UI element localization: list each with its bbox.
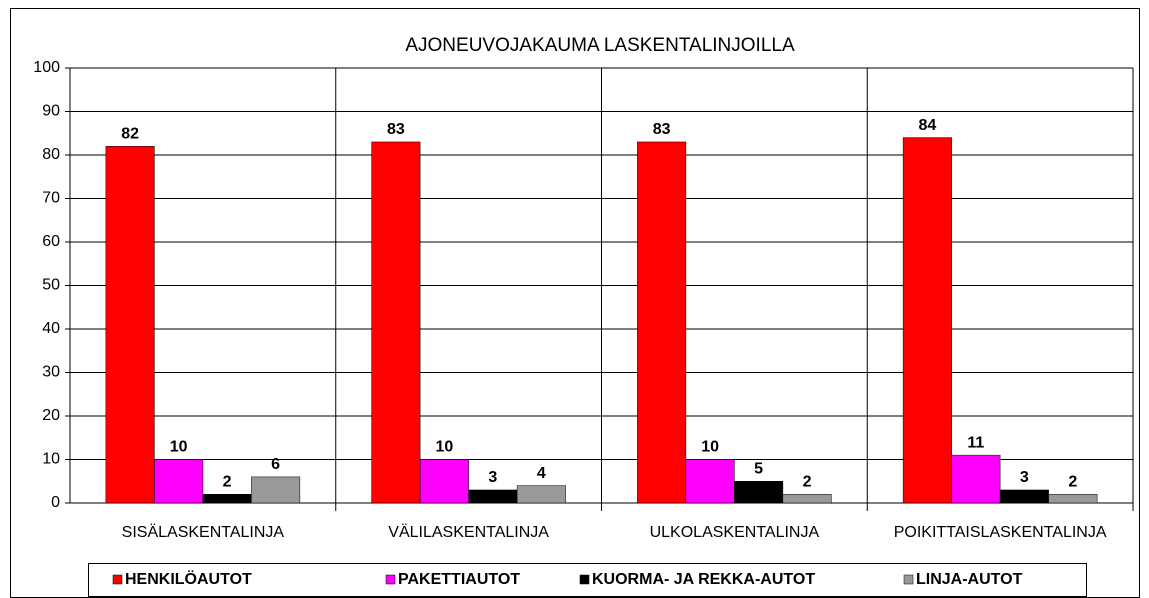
bar <box>516 485 566 504</box>
bar <box>951 454 1001 504</box>
y-tick-label: 90 <box>42 103 60 120</box>
bar <box>782 494 832 504</box>
bar <box>468 489 518 504</box>
y-tick-label: 30 <box>42 364 60 381</box>
data-label: 10 <box>170 439 188 456</box>
data-label: 3 <box>1020 469 1029 486</box>
data-label: 84 <box>918 117 936 134</box>
bar <box>371 141 421 504</box>
y-tick-label: 20 <box>42 407 60 424</box>
y-tick-label: 50 <box>42 277 60 294</box>
legend-label: PAKETTIAUTOT <box>398 571 520 588</box>
data-label: 10 <box>701 439 719 456</box>
y-tick-label: 40 <box>42 320 60 337</box>
legend-label: KUORMA- JA REKKA-AUTOT <box>592 571 815 588</box>
legend-label: HENKILÖAUTOT <box>125 569 252 588</box>
bar <box>105 146 155 504</box>
legend-marker <box>112 574 123 585</box>
data-label: 83 <box>387 121 405 138</box>
legend-label: LINJA-AUTOT <box>916 571 1023 588</box>
bar <box>251 476 301 504</box>
x-tick-label: ULKOLASKENTALINJA <box>650 524 820 541</box>
x-tick-label: VÄLILASKENTALINJA <box>388 523 549 541</box>
data-label: 11 <box>967 434 984 451</box>
y-tick-label: 0 <box>51 494 60 511</box>
bar <box>685 459 735 504</box>
data-label: 5 <box>754 460 763 477</box>
bar <box>419 459 469 504</box>
data-label: 82 <box>121 126 139 143</box>
x-tick-label: POIKITTAISLASKENTALINJA <box>894 524 1107 541</box>
data-label: 2 <box>1068 474 1077 491</box>
legend-marker <box>903 574 914 585</box>
bar <box>637 141 687 504</box>
bar <box>1048 494 1098 504</box>
data-label: 83 <box>653 121 671 138</box>
chart-border <box>10 8 1140 598</box>
data-label: 3 <box>488 469 497 486</box>
data-label: 2 <box>223 474 232 491</box>
data-label: 6 <box>271 456 280 473</box>
bar <box>202 494 252 504</box>
bar <box>999 489 1049 504</box>
y-tick-label: 70 <box>42 190 60 207</box>
y-tick-label: 100 <box>33 59 60 76</box>
bar <box>902 137 952 504</box>
bar <box>734 481 784 504</box>
y-tick-label: 80 <box>42 146 60 163</box>
bar <box>154 459 204 504</box>
y-tick-label: 10 <box>42 451 60 468</box>
legend-marker <box>385 574 396 585</box>
x-tick-label: SISÄLASKENTALINJA <box>122 523 285 541</box>
data-label: 4 <box>537 465 546 482</box>
chart-title: AJONEUVOJAKAUMA LASKENTALINJOILLA <box>405 35 795 56</box>
data-label: 2 <box>803 474 812 491</box>
data-label: 10 <box>435 439 453 456</box>
legend-marker <box>579 574 590 585</box>
y-tick-label: 60 <box>42 233 60 250</box>
